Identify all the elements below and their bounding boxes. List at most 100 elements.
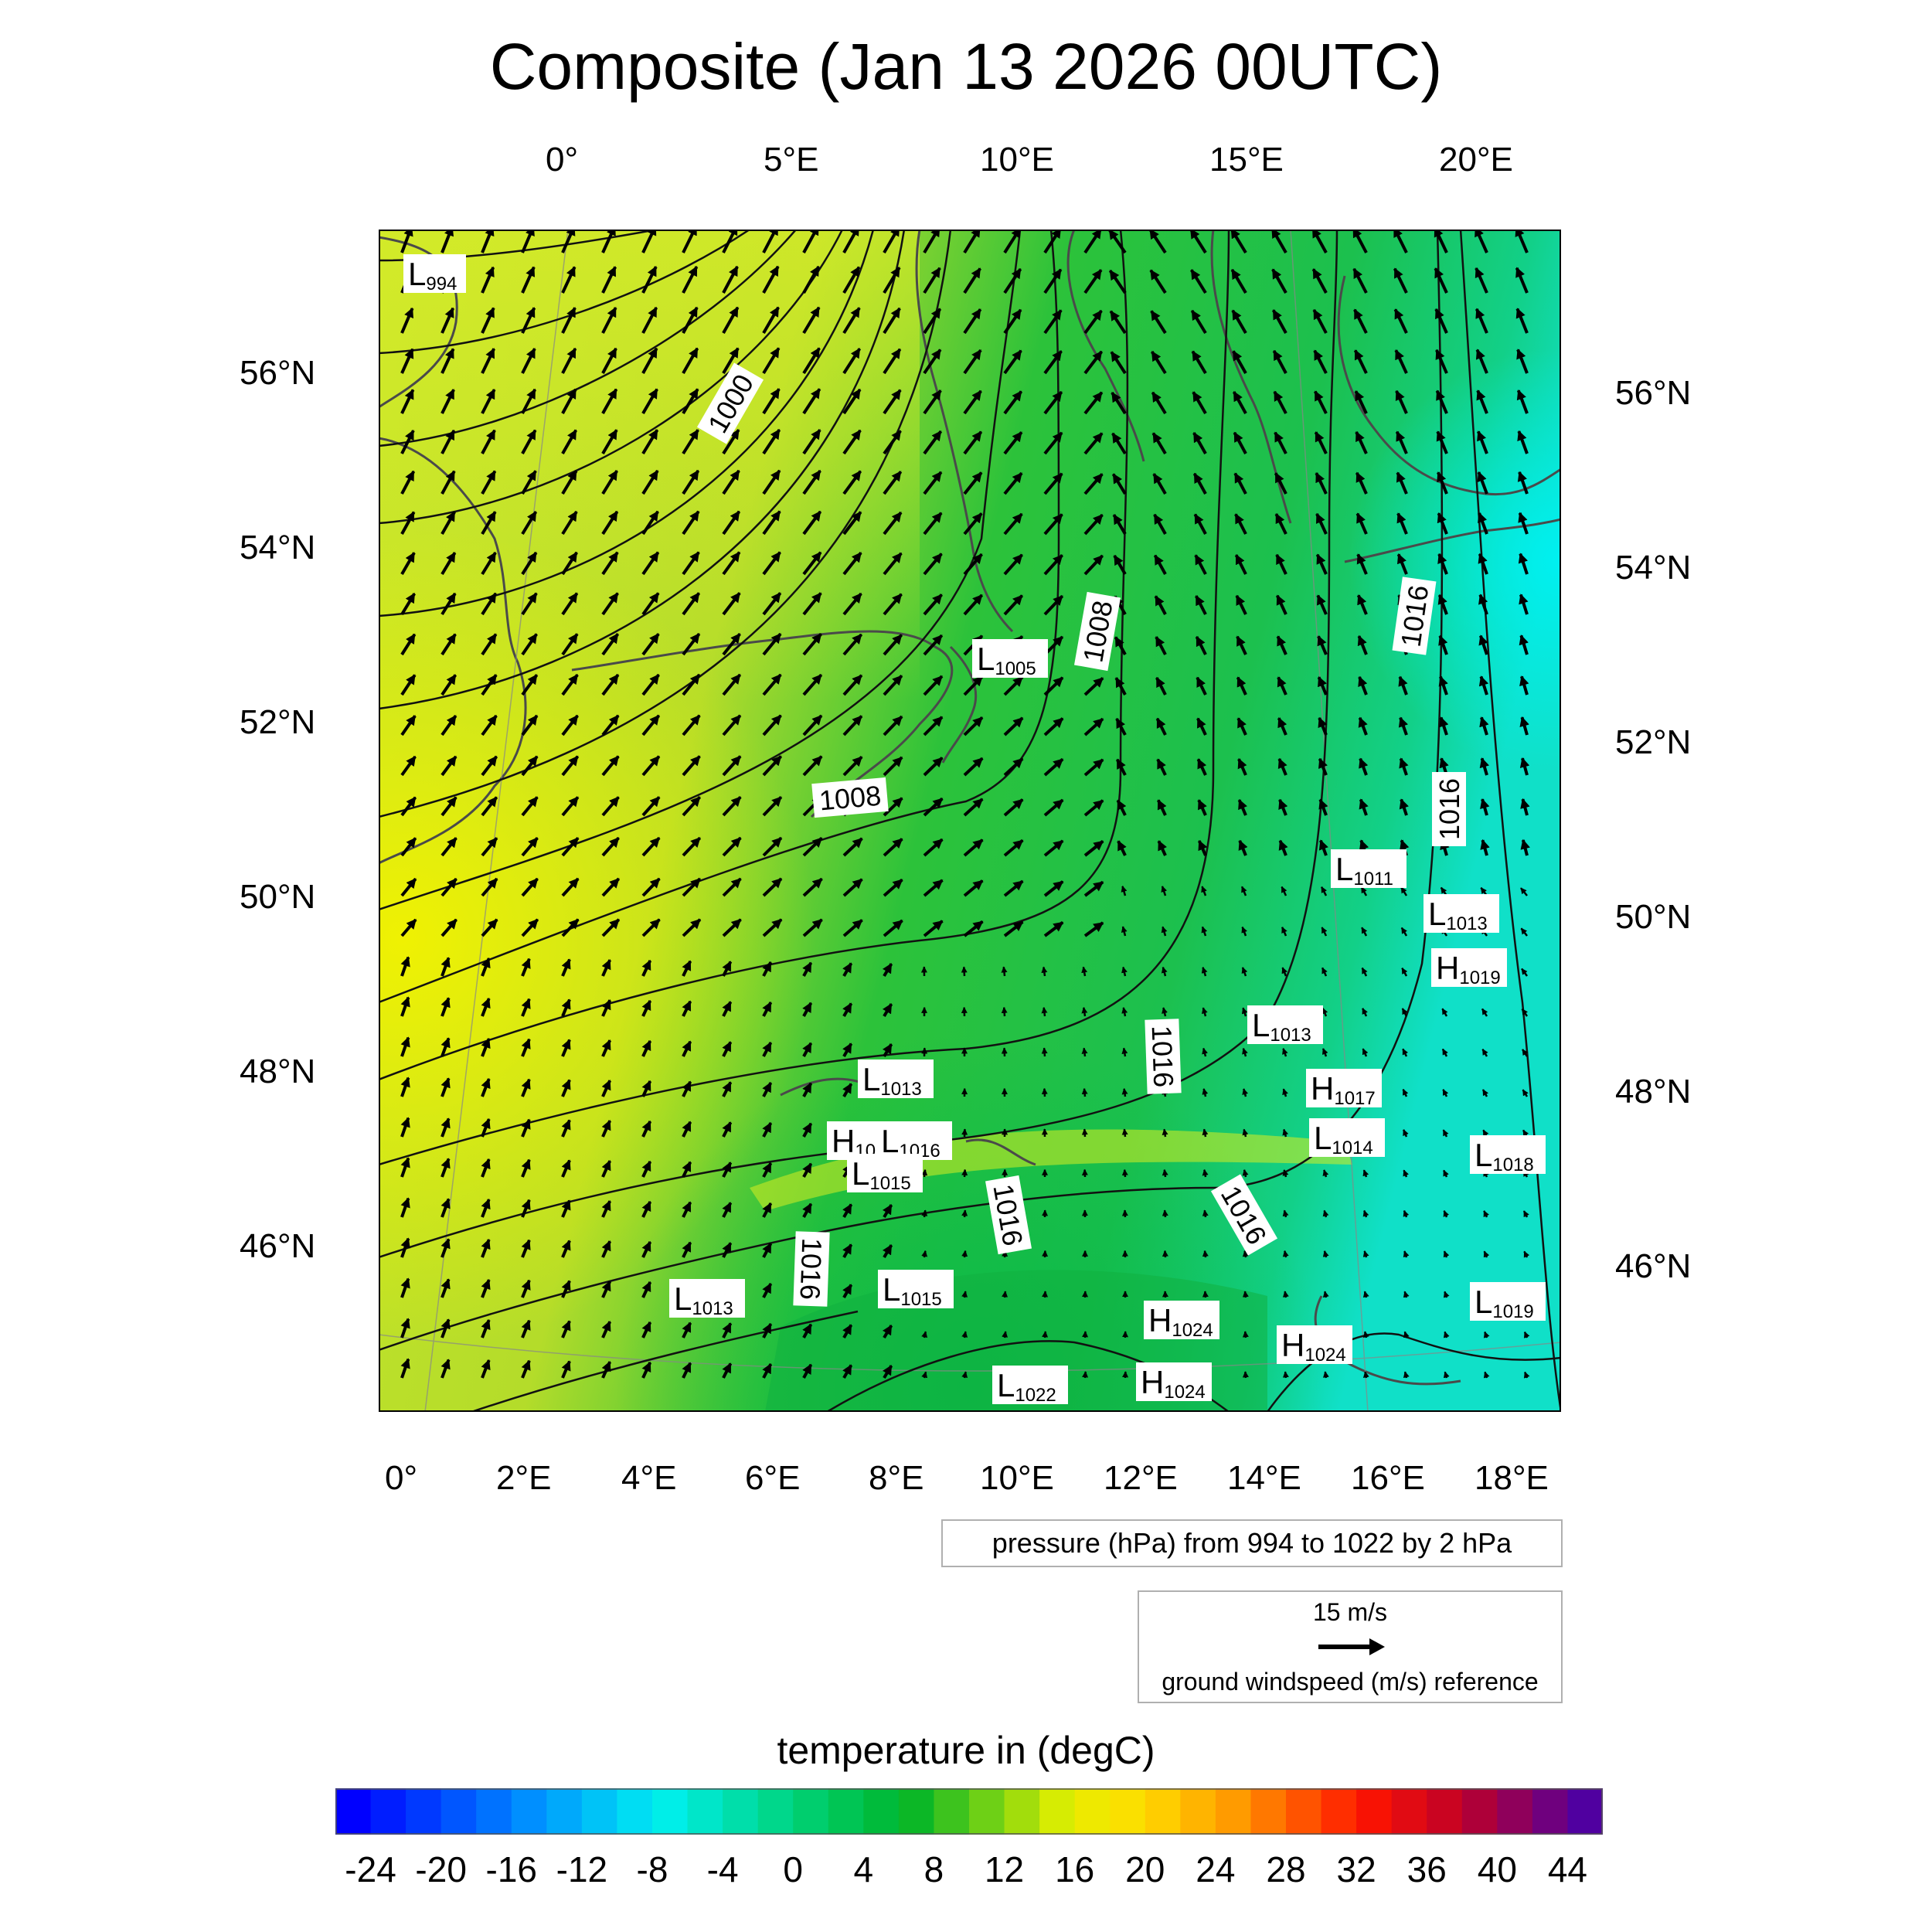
wind-arrow [1282,1128,1289,1138]
svg-text:H1024: H1024 [1148,1302,1213,1341]
wind-arrow [561,1159,571,1178]
wind-arrow [1476,389,1488,414]
top-lon-label-5e: 5°E [764,141,819,179]
wind-arrow [481,1238,491,1258]
wind-arrow [601,1080,612,1097]
wind-reference-speed: 15 m/s [1312,1598,1388,1626]
pressure-legend: pressure (hPa) from 994 to 1022 by 2 hPa [941,1519,1563,1567]
wind-arrow [521,796,539,817]
colorbar-label: -4 [706,1849,739,1889]
wind-arrow [802,265,821,294]
wind-arrow [1437,512,1448,535]
wind-arrow [440,429,456,454]
wind-arrow [1434,267,1448,294]
wind-arrow [1479,716,1489,736]
colorbar-cell [1427,1788,1463,1835]
wind-arrow [802,510,822,536]
wind-arrow [682,388,699,415]
colorbar-cell [370,1788,406,1835]
wind-arrow [641,1240,652,1258]
wind-arrow [400,1157,410,1178]
wind-arrow [1043,230,1062,254]
wind-arrow [1358,675,1368,696]
colorbar-cell [581,1788,617,1835]
wind-arrow [1041,1007,1048,1017]
colorbar-label: -12 [556,1849,608,1889]
wind-arrow [601,836,620,857]
wind-arrow [682,1362,692,1379]
bottom-lon-label-10e: 10°E [980,1459,1054,1497]
wind-arrow [1192,391,1207,414]
wind-arrow [1517,430,1529,454]
wind-arrow [440,1158,451,1178]
pressure-centers: L994L1005L1011L1013H1019L1013H1017L1014L… [403,254,1546,1406]
wind-arrow [1481,1008,1488,1017]
left-lat-label-52n: 52°N [240,703,316,741]
wind-arrow [842,1324,853,1338]
wind-arrow [722,918,742,937]
wind-arrow [722,1202,733,1218]
wind-arrow [1516,349,1529,374]
low-pressure-label: L1015 [847,1154,923,1194]
wind-arrow [1153,554,1167,575]
wind-arrow [722,796,742,817]
wind-arrow [762,1282,773,1298]
wind-arrow [1478,553,1488,575]
wind-reference-arrow-icon [1318,1638,1385,1655]
wind-arrow [641,551,660,576]
wind-arrow [1434,230,1448,253]
wind-arrow [1318,757,1328,776]
high-pressure-label: H1017 [1306,1069,1382,1109]
wind-arrow [1403,1129,1409,1138]
wind-arrow [1281,927,1287,937]
wind-arrow [1356,594,1368,615]
wind-arrow [762,1162,773,1178]
wind-arrow [601,999,612,1017]
colorbar-label: 8 [923,1849,944,1889]
wind-arrow [1403,1250,1410,1258]
wind-arrow [1111,473,1127,495]
wind-arrow [1321,1007,1328,1017]
right-lat-label-48n: 48°N [1615,1073,1692,1111]
wind-arrow [1522,1210,1529,1218]
wind-arrow [1083,799,1104,817]
wind-arrow [722,1001,733,1017]
wind-arrow [1003,879,1024,897]
wind-arrow [440,1278,451,1298]
wind-arrow [963,308,982,335]
wind-arrow [722,306,740,334]
wind-arrow [440,957,451,977]
wind-arrow [722,551,741,576]
wind-arrow [963,920,984,937]
low-pressure-label: L1014 [1309,1118,1385,1158]
wind-arrow [1242,1371,1249,1379]
wind-arrow [1480,838,1490,856]
wind-arrow [1121,926,1128,937]
wind-arrow [682,429,699,455]
wind-arrow [561,633,579,656]
wind-arrow [1403,1169,1409,1178]
wind-arrow [722,265,739,294]
wind-arrow [1362,1169,1369,1178]
wind-arrow [1478,675,1489,696]
wind-arrow [1362,1250,1369,1258]
wind-arrow [802,836,823,857]
wind-arrow [440,918,458,937]
bottom-lon-label-0: 0° [385,1459,418,1497]
wind-arrow [1322,1371,1329,1379]
wind-arrow [521,877,539,897]
svg-text:L1015: L1015 [883,1271,942,1310]
wind-arrow [1519,716,1529,736]
wind-arrow [1001,966,1008,977]
wind-arrow [762,306,780,334]
wind-arrow [1515,230,1529,253]
wind-arrow [1107,230,1127,254]
svg-text:1016: 1016 [794,1237,828,1300]
wind-arrow [762,510,781,536]
wind-arrow [963,838,984,857]
wind-arrow [762,714,782,736]
wind-arrow [923,430,943,455]
wind-arrow [961,1250,968,1258]
wind-arrow [1360,886,1368,896]
